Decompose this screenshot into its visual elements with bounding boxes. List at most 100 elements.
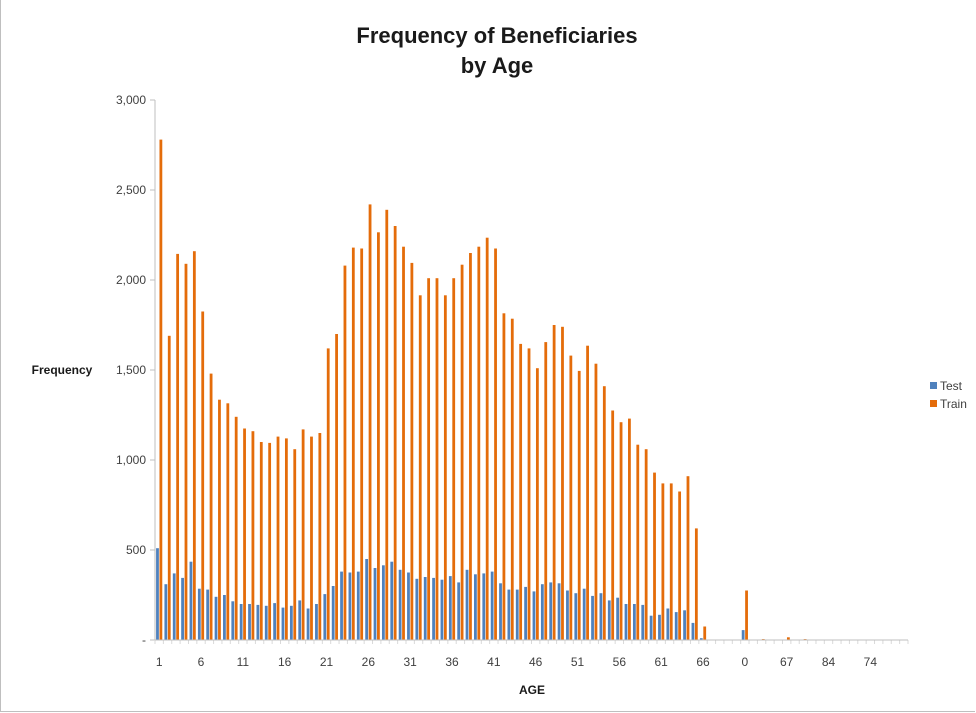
legend-label-test: Test (940, 379, 963, 393)
bar-train-61 (669, 483, 673, 640)
bar-train-3 (184, 263, 188, 640)
bar-train-57 (636, 444, 640, 640)
bar-test-16 (289, 605, 293, 640)
bar-test-35 (448, 576, 452, 640)
bar-train-49 (569, 355, 573, 640)
bar-test-46 (540, 584, 544, 640)
bar-test-20 (323, 594, 327, 640)
bar-test-47 (549, 582, 553, 640)
y-tick-label: - (142, 633, 146, 647)
bar-test-1 (164, 584, 168, 640)
bar-train-7 (218, 399, 221, 640)
bar-train-29 (402, 246, 405, 640)
x-tick-label: 16 (278, 655, 292, 669)
y-tick-label: 500 (126, 543, 146, 557)
bar-train-22 (343, 265, 347, 640)
bar-train-51 (586, 345, 589, 640)
x-tick-label: 66 (696, 655, 710, 669)
bar-train-31 (418, 295, 422, 640)
bar-train-62 (678, 491, 682, 640)
bar-test-8 (223, 595, 226, 640)
bar-test-33 (432, 577, 435, 640)
bar-test-52 (591, 595, 594, 640)
bar-train-60 (661, 483, 665, 640)
bar-train-56 (628, 418, 631, 640)
bar-test-12 (256, 604, 260, 640)
x-axis-title: AGE (519, 683, 545, 697)
bar-test-22 (340, 571, 343, 640)
bar-test-40 (490, 571, 494, 640)
x-tick-label: 74 (864, 655, 878, 669)
bar-test-48 (557, 583, 561, 640)
bar-test-31 (415, 578, 419, 640)
bar-test-24 (356, 571, 360, 640)
bar-train-1 (167, 335, 171, 640)
bar-test-50 (574, 593, 578, 640)
x-axis-ticks: 1 6 11 16 21 26 31 36 41 46 51 56 61 66 0 67 84 74 (154, 640, 909, 669)
bar-test-0 (156, 548, 159, 640)
bar-test-59 (649, 615, 653, 640)
legend-label-train: Train (940, 397, 967, 411)
bar-test-62 (674, 612, 678, 640)
bar-train-6 (209, 373, 213, 640)
bar-train-15 (284, 438, 288, 640)
bar-train-27 (385, 209, 389, 641)
bar-train-43 (519, 343, 523, 640)
bar-test-61 (666, 608, 670, 640)
x-tick-label: 26 (362, 655, 376, 669)
bar-train-25 (368, 204, 372, 640)
bar-test-42 (507, 589, 511, 640)
bar-test-3 (181, 577, 184, 640)
bar-test-65 (699, 638, 703, 640)
bar-test-14 (273, 603, 277, 640)
bar-test-49 (566, 590, 569, 640)
bar-test-56 (624, 604, 628, 640)
bar-test-27 (381, 565, 385, 640)
bar-test-5 (197, 588, 201, 640)
bar-train-2 (176, 253, 180, 640)
bar-train-0 (159, 139, 163, 640)
bar-test-13 (264, 605, 268, 640)
y-tick-label: 2,000 (116, 273, 146, 287)
bar-test-28 (390, 561, 394, 640)
x-tick-label: 41 (487, 655, 501, 669)
bar-test-37 (465, 569, 469, 640)
y-tick-label: 3,000 (116, 93, 146, 107)
bar-train-8 (226, 403, 230, 640)
bar-train-16 (293, 449, 297, 640)
bar-train-37 (469, 253, 472, 640)
bar-train-46 (544, 342, 548, 640)
bar-train-26 (377, 232, 380, 641)
y-axis-title: Frequency (32, 363, 93, 377)
bar-train-13 (268, 442, 272, 640)
bar-test-9 (231, 601, 235, 640)
x-tick-label: 0 (742, 655, 749, 669)
bar-train-9 (234, 416, 238, 640)
bar-test-29 (398, 569, 402, 640)
bar-series (156, 139, 807, 641)
y-tick-label: 2,500 (116, 183, 146, 197)
bar-train-19 (318, 433, 322, 640)
bar-test-36 (457, 582, 461, 640)
bar-train-4 (192, 251, 196, 640)
x-tick-label: 61 (655, 655, 669, 669)
bar-test-45 (532, 591, 536, 640)
bar-test-43 (515, 589, 519, 640)
bar-test-7 (214, 596, 218, 640)
y-axis-ticks: - 500 1,000 1,500 2,000 2,500 3,000 (116, 93, 155, 647)
bar-train-38 (477, 246, 481, 640)
bar-train-41 (502, 313, 506, 640)
bar-test-70 (741, 630, 745, 640)
x-tick-label: 11 (237, 655, 250, 669)
bar-test-18 (306, 608, 310, 640)
x-tick-label: 51 (571, 655, 585, 669)
bar-train-23 (351, 247, 355, 640)
bar-train-65 (703, 626, 707, 640)
legend: Test Train (930, 379, 967, 411)
bar-test-60 (658, 614, 661, 640)
x-tick-label: 46 (529, 655, 543, 669)
bar-test-54 (607, 600, 611, 640)
bar-train-11 (251, 431, 255, 640)
chart-title-line-1: Frequency of Beneficiaries (356, 23, 637, 48)
